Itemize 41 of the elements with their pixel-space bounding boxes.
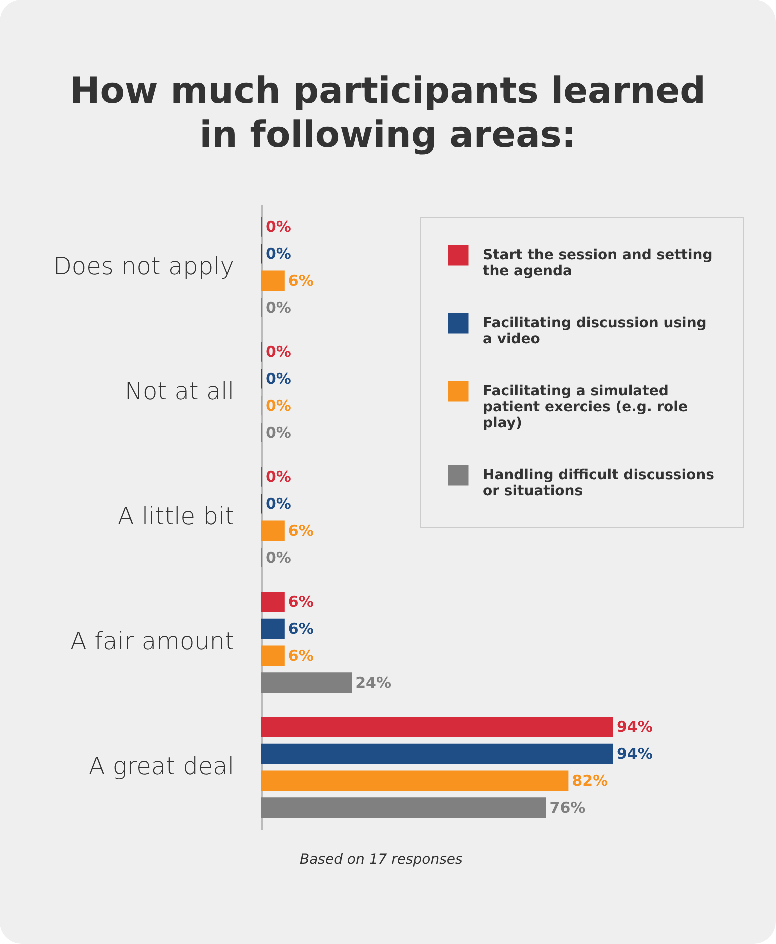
data-label: 0% [266,298,292,317]
data-label: 0% [266,370,292,388]
y-tick-label: A fair amount [70,628,234,656]
y-tick-label: Does not apply [53,252,234,280]
legend-label: Start the session and setting the agenda [483,248,713,280]
data-label: 0% [266,468,292,486]
bar [262,798,546,818]
bar [262,717,614,738]
data-label: 6% [288,620,314,638]
data-label: 6% [288,646,314,665]
data-label: 0% [266,343,292,362]
y-tick-label: Not at all [125,378,234,406]
bar [262,618,285,640]
data-label: 0% [266,245,292,264]
data-label: 6% [288,522,314,540]
legend-label: Facilitating a simulated patient exercies (e.g. role play) [483,384,688,432]
data-label: 6% [288,272,314,290]
text: Based on 17 responses [300,852,463,868]
data-label: 0% [266,495,292,514]
data-label: 76% [550,798,586,817]
bar [262,270,285,292]
chart-title: How much participants learned in following areas: [70,71,706,156]
bar [262,592,285,612]
data-label: 94% [617,718,653,736]
data-label: 82% [572,772,608,790]
data-label: 0% [266,396,292,415]
bar [262,770,569,792]
y-tick-label: A little bit [118,502,234,530]
bar [262,520,285,542]
bar [262,744,614,764]
bar [262,672,352,693]
data-label: 94% [617,745,653,764]
y-tick-label: A great deal [88,752,234,780]
data-label: 0% [266,548,292,567]
legend-label: Handling difficult discussions or situations [483,468,714,500]
data-label: 24% [356,674,392,692]
data-label: 6% [288,593,314,612]
bar [262,646,285,666]
legend-label: Facilitating discussion using a video [483,316,707,348]
data-label: 0% [266,218,292,236]
data-label: 0% [266,424,292,442]
